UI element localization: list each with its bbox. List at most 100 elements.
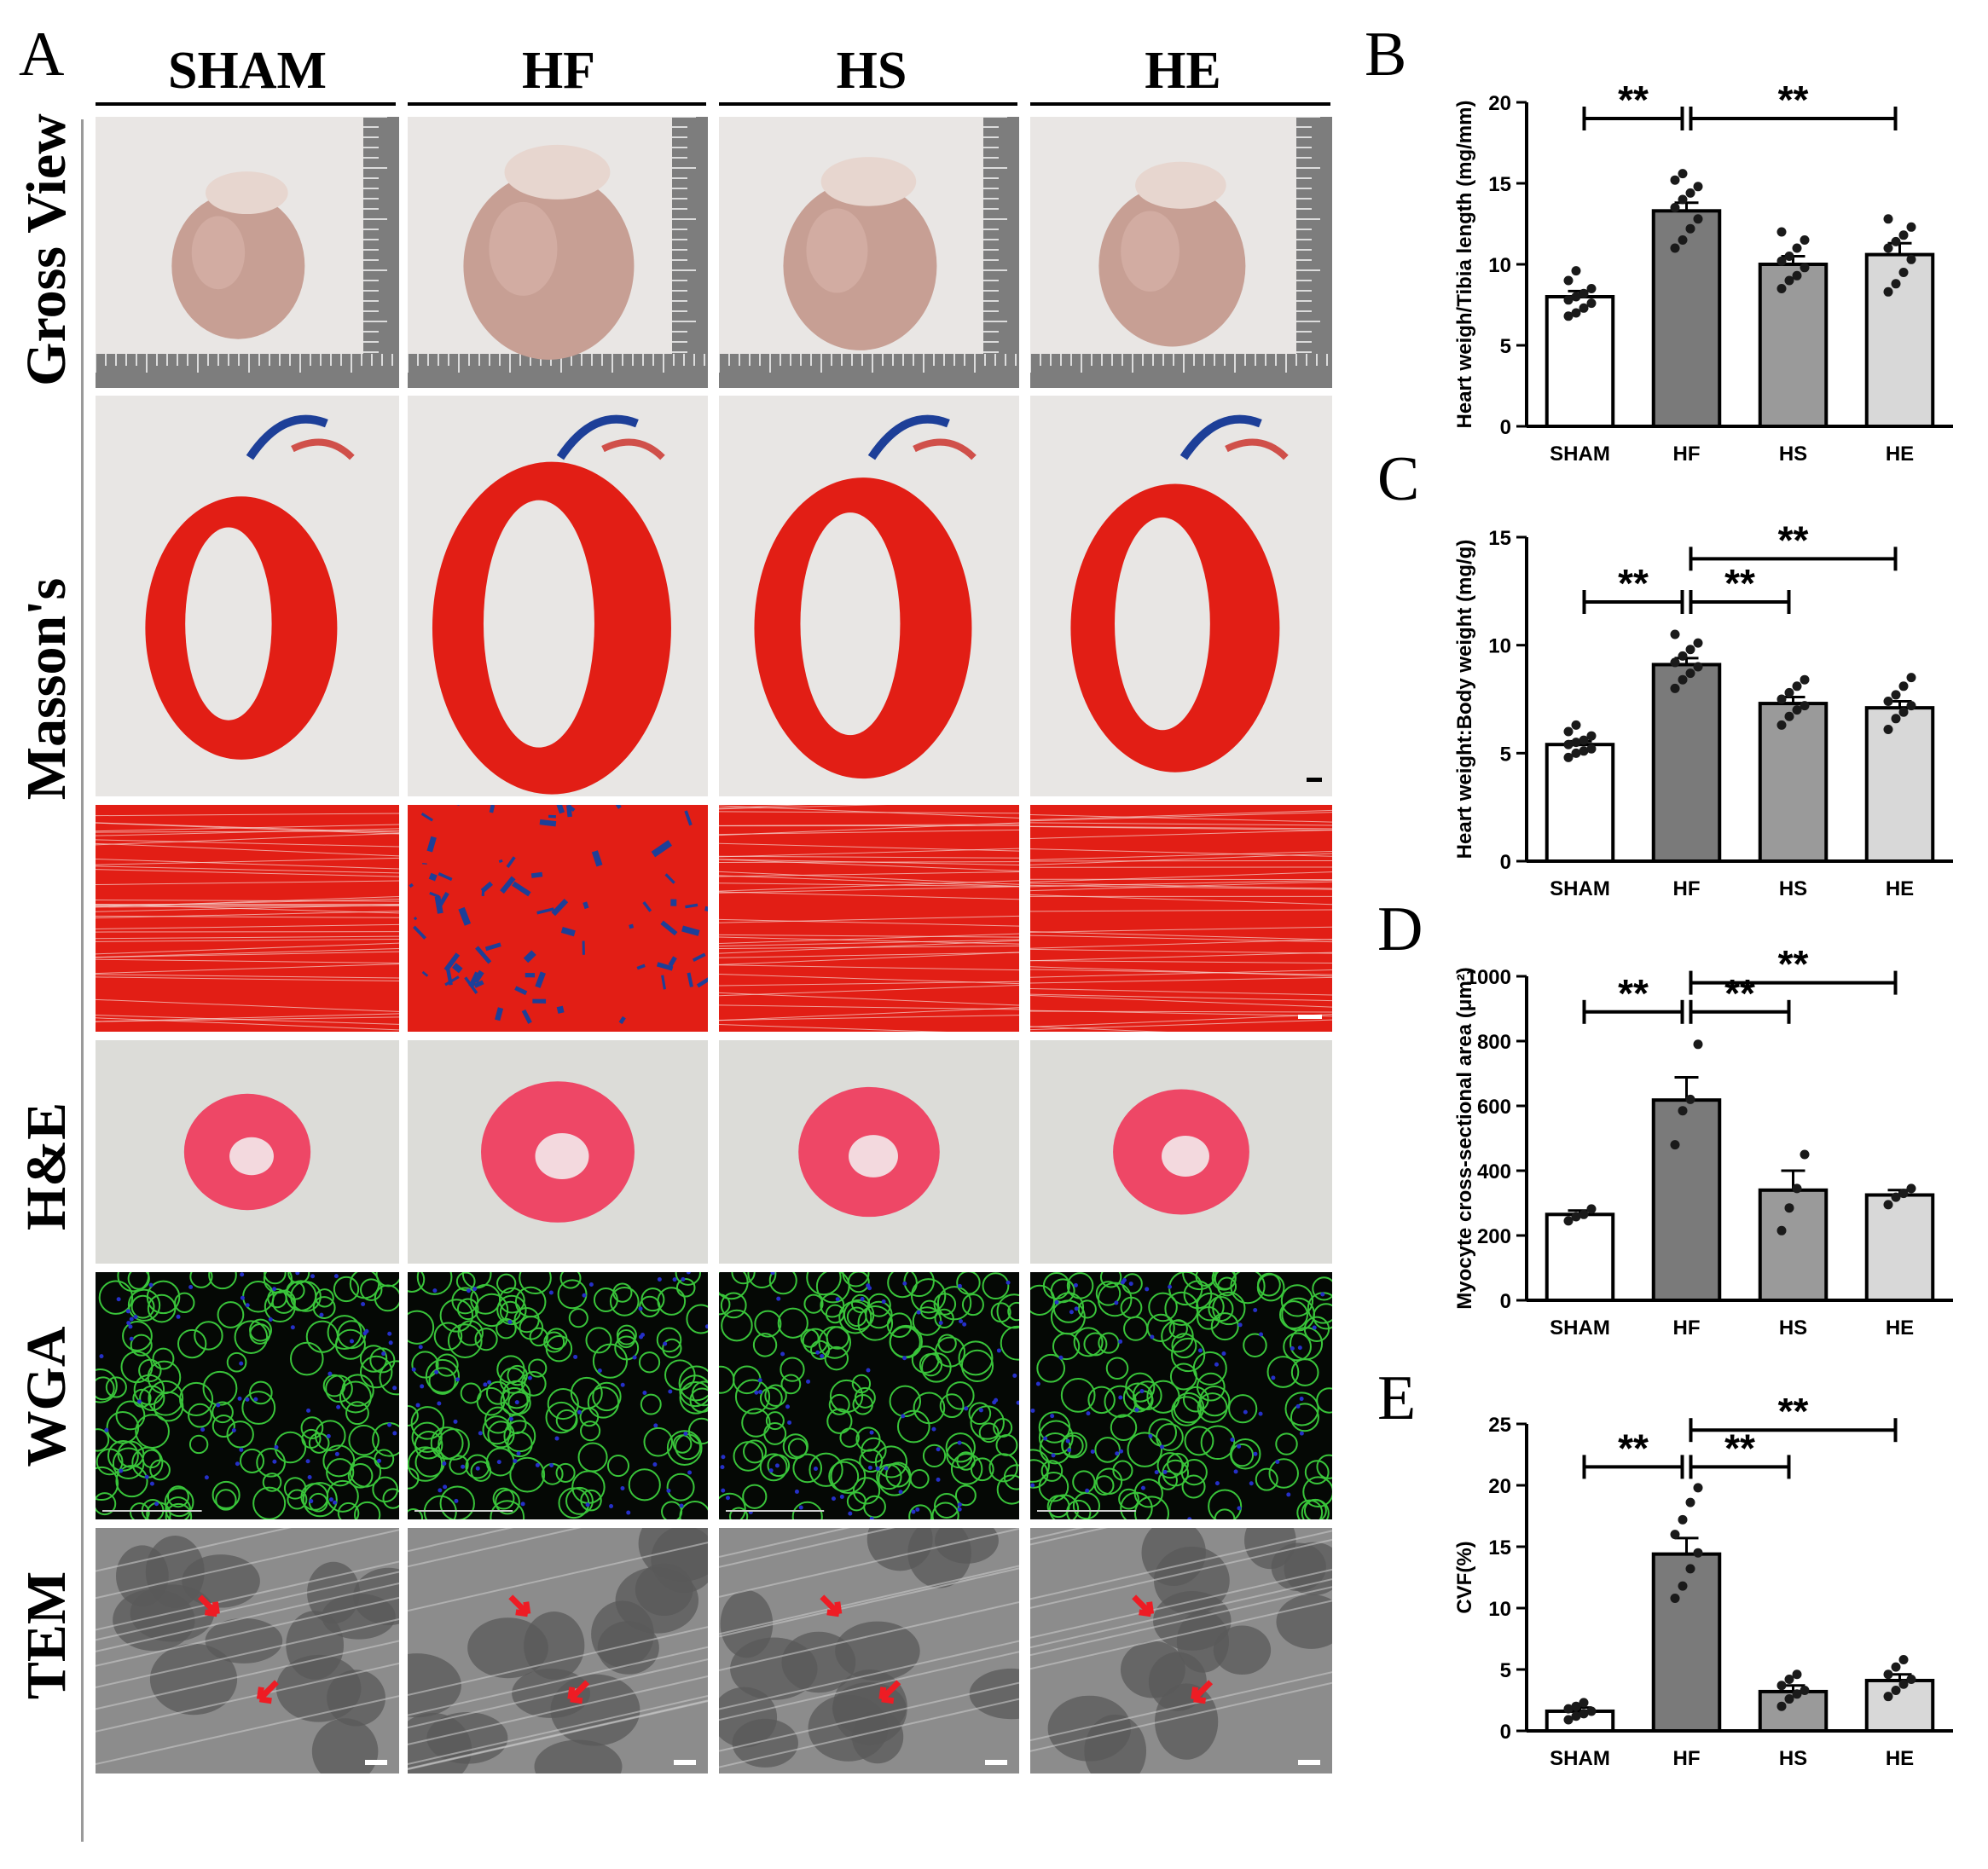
data-point: [1784, 275, 1794, 286]
panel-letter-a: A: [19, 20, 65, 90]
gross-image-hs: [719, 117, 1019, 388]
gross-image-sham: [96, 117, 399, 388]
data-point: [1678, 1106, 1688, 1116]
he-image-he: [1030, 1040, 1332, 1264]
data-point: [1579, 735, 1589, 745]
x-tick-label: SHAM: [1550, 443, 1610, 466]
y-tick-label: 5: [1500, 1659, 1511, 1682]
micrograph-drawing: [1030, 1272, 1332, 1519]
data-point: [1685, 645, 1695, 655]
micrograph-drawing: [1030, 396, 1332, 796]
y-tick-label: 0: [1500, 1290, 1511, 1313]
wga-image-sham: [96, 1272, 399, 1519]
data-point: [1906, 701, 1916, 711]
data-point: [1571, 748, 1581, 758]
bar-sham: [1545, 1212, 1615, 1302]
tem-image-he: [1030, 1528, 1332, 1774]
micrograph-drawing: [719, 117, 1019, 388]
data-point: [1883, 286, 1893, 297]
data-point: [1906, 222, 1916, 232]
row-label-tem: TEM: [15, 1571, 78, 1700]
data-point: [1784, 1694, 1794, 1704]
micrograph-drawing: [719, 805, 1019, 1032]
chart-b-svg: 0 5 10 15 20 Heart weigh/Tibia length (mg/mm)…: [1453, 78, 1953, 466]
x-tick-label: HE: [1886, 877, 1914, 900]
masson2-image-hs: [719, 805, 1019, 1032]
micrograph-drawing: [408, 1528, 708, 1774]
data-point: [1670, 1140, 1680, 1150]
bar-hs: [1758, 263, 1829, 428]
bar-he: [1864, 706, 1935, 863]
y-tick-label: 20: [1488, 1475, 1511, 1498]
y-tick-label: 10: [1488, 254, 1511, 277]
micrograph-drawing: [408, 1272, 708, 1519]
data-point: [1678, 169, 1688, 179]
masson1-image-hs: [719, 396, 1019, 796]
data-point: [1883, 1200, 1893, 1210]
data-point: [1784, 1675, 1794, 1685]
data-point: [1563, 752, 1574, 762]
data-point: [1571, 720, 1581, 730]
column-rule-he: [1030, 102, 1330, 106]
y-tick-label: 5: [1500, 743, 1511, 766]
data-point: [1784, 687, 1794, 697]
data-point: [1792, 270, 1802, 281]
bar-sham: [1545, 743, 1615, 864]
data-point: [1891, 1662, 1901, 1672]
y-tick-label: 1000: [1466, 966, 1511, 989]
he-image-sham: [96, 1040, 399, 1264]
micrograph-drawing: [408, 396, 708, 796]
micrograph-drawing: [1030, 805, 1332, 1032]
data-point: [1563, 1715, 1574, 1725]
panel-letter-d: D: [1377, 894, 1423, 964]
micrograph-drawing: [408, 117, 708, 388]
data-point: [1693, 662, 1703, 672]
data-point: [1898, 1189, 1909, 1199]
data-point: [1891, 714, 1901, 724]
column-header-hf: HF: [521, 42, 596, 100]
row-label-gross-view: Gross View: [15, 113, 78, 386]
data-point: [1571, 1701, 1581, 1711]
data-point: [1800, 263, 1810, 273]
data-point: [1792, 1689, 1802, 1699]
significance-label: **: [1724, 1426, 1755, 1470]
data-point: [1883, 243, 1893, 253]
data-point: [1891, 279, 1901, 289]
data-point: [1685, 1497, 1695, 1507]
row-label-wga: WGA: [15, 1326, 78, 1467]
data-point: [1891, 1192, 1901, 1202]
x-tick-label: HE: [1886, 443, 1914, 466]
column-rule-hs: [719, 102, 1017, 106]
data-point: [1792, 705, 1802, 715]
tem-image-hs: [719, 1528, 1019, 1774]
bar-sham: [1545, 295, 1615, 428]
micrograph-drawing: [719, 1528, 1019, 1774]
data-point: [1776, 1701, 1787, 1711]
data-point: [1579, 303, 1589, 313]
panel-letter-e: E: [1377, 1363, 1417, 1433]
data-point: [1792, 243, 1802, 253]
data-point: [1776, 256, 1787, 266]
column-header-he: HE: [1145, 42, 1221, 100]
data-point: [1571, 292, 1581, 302]
data-point: [1563, 739, 1574, 749]
bar-hf: [1651, 1552, 1722, 1733]
data-point: [1693, 214, 1703, 224]
y-tick-label: 20: [1488, 92, 1511, 115]
data-point: [1898, 1679, 1909, 1689]
bar-hf: [1651, 209, 1722, 428]
micrograph-drawing: [1030, 1040, 1332, 1264]
wga-image-hs: [719, 1272, 1019, 1519]
data-point: [1898, 1654, 1909, 1664]
data-point: [1898, 681, 1909, 691]
data-point: [1678, 194, 1688, 205]
y-tick-label: 10: [1488, 1598, 1511, 1621]
data-point: [1891, 236, 1901, 246]
data-point: [1776, 227, 1787, 237]
data-point: [1586, 298, 1597, 309]
x-tick-label: HE: [1886, 1747, 1914, 1770]
data-point: [1678, 1581, 1688, 1591]
data-point: [1784, 1203, 1794, 1213]
data-point: [1800, 1149, 1810, 1160]
